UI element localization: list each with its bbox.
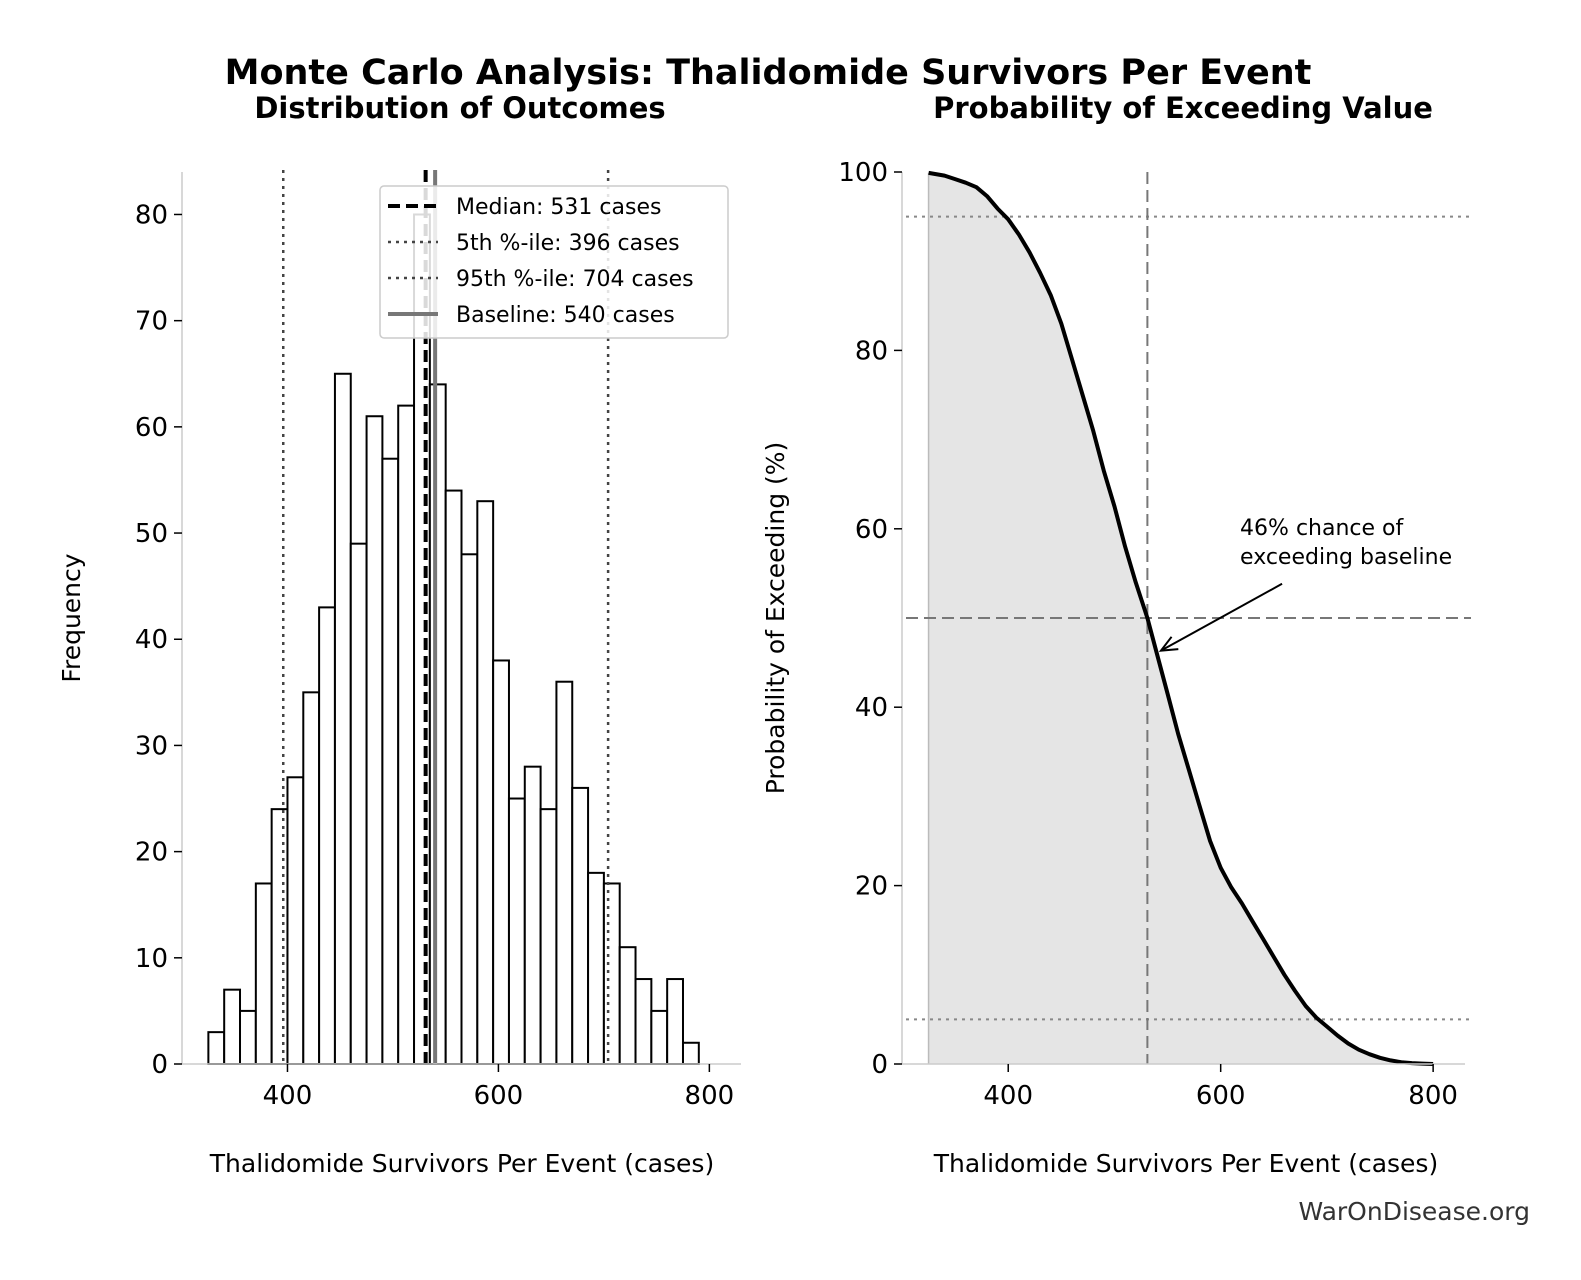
exceedance-y-tick-label: 0 [871,1050,888,1080]
histogram-legend-label: 5th %-ile: 396 cases [456,231,680,256]
histogram-y-tick-label: 0 [151,1050,168,1080]
exceedance-x-tick-label: 600 [1196,1081,1246,1111]
histogram-y-tick-label: 70 [135,307,168,337]
annotation-arrow-head [1158,636,1179,652]
histogram-bar [381,457,400,1065]
histogram-x-label: Thalidomide Survivors Per Event (cases) [209,1149,714,1178]
histogram-legend-box [379,185,729,339]
exceedance-x-tick-label: 400 [983,1081,1033,1111]
watermark: WarOnDisease.org [1298,1197,1530,1226]
histogram-bar [318,606,336,1066]
exceedance-x-ticks: 400 600 800 [983,1064,1458,1111]
exceedance-y-tick-label: 60 [855,515,888,545]
histogram-bar [239,1009,257,1066]
histogram-bar [333,372,352,1065]
histogram-bar [223,988,242,1066]
figure-title: Monte Carlo Analysis: Thalidomide Surviv… [225,53,1312,93]
histogram-bar [492,659,510,1065]
histogram-y-tick-label: 50 [135,519,168,549]
histogram-bar [523,765,542,1066]
exceedance-y-tick-label: 40 [855,693,888,723]
histogram-bar [634,978,653,1065]
histogram-bar [587,871,605,1065]
exceedance-curve-group [928,170,1434,1066]
exceedance-reference-lines [906,172,1471,1064]
histogram-x-tick-label: 400 [263,1081,313,1111]
histogram-x-tick-label: 800 [685,1081,735,1111]
histogram-bar [349,542,368,1065]
exceedance-area [928,172,1434,1064]
histogram-bar [254,882,273,1065]
exceedance-x-tick-label: 800 [1408,1081,1458,1111]
histogram-legend-label: Baseline: 540 cases [456,303,675,328]
histogram-y-label: Frequency [57,553,86,682]
histogram-bar [650,1009,669,1066]
histogram-bar [602,882,621,1065]
histogram-bar [476,500,495,1065]
exceedance-panel: Probability of Exceeding Value 0 20 40 60 80… [761,91,1471,1178]
histogram-bar [681,1041,700,1066]
histogram-bar [666,978,684,1065]
exceedance-annotation: 46% chance of exceeding baseline [1158,516,1452,652]
exceedance-y-tick-label: 100 [838,158,888,188]
histogram-bar [286,776,305,1065]
histogram-bar [397,404,416,1066]
histogram-bar [428,383,447,1065]
histogram-bar [571,786,590,1066]
histogram-y-ticks: 0 10 20 30 40 50 60 70 80 [135,200,182,1080]
histogram-bar [618,946,637,1066]
histogram-y-tick-label: 60 [135,413,168,443]
histogram-bar [555,680,574,1065]
exceedance-y-label: Probability of Exceeding (%) [761,442,790,795]
histogram-bar [365,415,384,1065]
exceedance-title: Probability of Exceeding Value [933,91,1433,125]
histogram-bar [270,808,289,1066]
exceedance-curve [928,170,1434,1066]
annotation-text: 46% chance of [1240,516,1404,541]
histogram-y-tick-label: 10 [135,944,168,974]
histogram-x-tick-label: 600 [474,1081,524,1111]
histogram-panel: Distribution of Outcomes 0 10 20 30 40 50 60 70… [57,91,741,1178]
histogram-y-tick-label: 40 [135,625,168,655]
histogram-bar [539,808,558,1066]
histogram-bar [302,691,321,1065]
annotation-arrow-shaft [1160,582,1283,652]
histogram-bar [207,1031,226,1065]
exceedance-y-tick-label: 20 [855,872,888,902]
histogram-bars [207,213,700,1066]
histogram-legend-label: Median: 531 cases [456,195,661,220]
histogram-bar [460,553,479,1065]
histogram-y-tick-label: 80 [135,200,168,230]
histogram-x-ticks: 400 600 800 [263,1064,735,1111]
histogram-y-tick-label: 20 [135,838,168,868]
histogram-bar [444,489,463,1066]
histogram-legend: Median: 531 cases 5th %-ile: 396 cases 95t… [379,185,729,339]
annotation-text: exceeding baseline [1240,545,1452,570]
histogram-legend-label: 95th %-ile: 704 cases [456,267,694,292]
histogram-title: Distribution of Outcomes [254,91,665,125]
histogram-y-tick-label: 30 [135,731,168,761]
histogram-bar [507,797,526,1065]
exceedance-x-label: Thalidomide Survivors Per Event (cases) [933,1149,1438,1178]
exceedance-y-tick-label: 80 [855,336,888,366]
exceedance-y-ticks: 0 20 40 60 80 100 [838,158,902,1080]
